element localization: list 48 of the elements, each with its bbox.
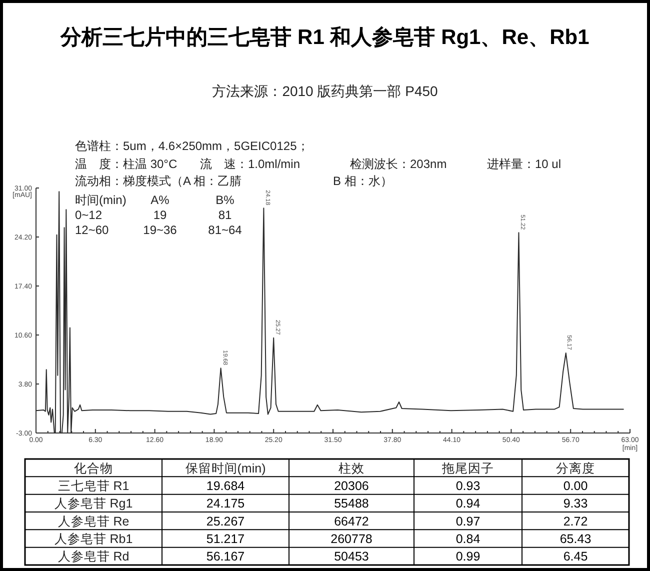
text: 化合物 bbox=[74, 461, 113, 476]
annotation: 81~64 bbox=[208, 223, 242, 237]
text: 进样量：10 ul bbox=[487, 157, 562, 171]
annotation: 0~12 bbox=[75, 208, 102, 222]
annotation: 19~36 bbox=[143, 223, 178, 237]
text: 65.43 bbox=[560, 532, 592, 546]
text: 55488 bbox=[334, 496, 369, 511]
text: 20306 bbox=[334, 479, 369, 493]
text: 0.93 bbox=[456, 479, 480, 493]
annotation: B 相：水） bbox=[333, 174, 392, 188]
text: 0.97 bbox=[456, 514, 480, 528]
annotation: 时间(min) bbox=[75, 193, 126, 207]
text: 25.267 bbox=[206, 514, 245, 528]
text: 9.33 bbox=[563, 496, 588, 511]
category-label: 柱效 bbox=[338, 461, 364, 476]
text: 51.217 bbox=[206, 532, 245, 546]
text: 检测波长：203nm bbox=[350, 157, 447, 171]
text: 0.84 bbox=[456, 532, 480, 546]
text: 24.175 bbox=[206, 496, 245, 511]
category-label: 人参皂苷 Rb1 bbox=[54, 532, 133, 546]
annotation: A% bbox=[150, 193, 170, 207]
text: 流 速：1.0ml/min bbox=[200, 157, 300, 171]
text: 260778 bbox=[330, 532, 372, 546]
category-label: 拖尾因子 bbox=[441, 461, 494, 476]
chart-title: 分析三七片中的三七皂苷 R1 和人参皂苷 Rg1、Re、Rb1 bbox=[60, 25, 590, 49]
chart-subtitle: 方法来源：2010 版药典第一部 P450 bbox=[212, 83, 438, 99]
text: 2.72 bbox=[563, 514, 588, 528]
text: 0.99 bbox=[456, 550, 480, 564]
text: 色谱柱：5um，4.6×250mm，5GEIC0125； bbox=[75, 139, 309, 153]
category-label: 分离度 bbox=[556, 460, 595, 476]
text: 66472 bbox=[334, 514, 369, 528]
annotation: 12~60 bbox=[75, 223, 110, 237]
annotation: 81 bbox=[218, 208, 232, 222]
text: 6.45 bbox=[563, 550, 588, 564]
annotation: 流动相：梯度模式（A 相：乙腈 bbox=[75, 174, 242, 188]
text: 19.684 bbox=[206, 479, 245, 493]
category-label: 人参皂苷 Rd bbox=[58, 550, 130, 564]
text: 56.167 bbox=[206, 550, 245, 564]
text: 0.00 bbox=[563, 479, 588, 493]
category-label: 保留时间(min) bbox=[185, 461, 266, 476]
category-label: 人参皂苷 Rg1 bbox=[54, 496, 133, 511]
category-label: 人参皂苷 Re bbox=[58, 514, 130, 528]
text: 50453 bbox=[334, 550, 369, 564]
annotation: B% bbox=[216, 193, 235, 207]
text: 温 度：柱温 30°C bbox=[75, 157, 178, 171]
text: 0.94 bbox=[456, 496, 480, 511]
category-label: 三七皂苷 R1 bbox=[58, 479, 130, 493]
annotation: 19 bbox=[153, 208, 167, 222]
